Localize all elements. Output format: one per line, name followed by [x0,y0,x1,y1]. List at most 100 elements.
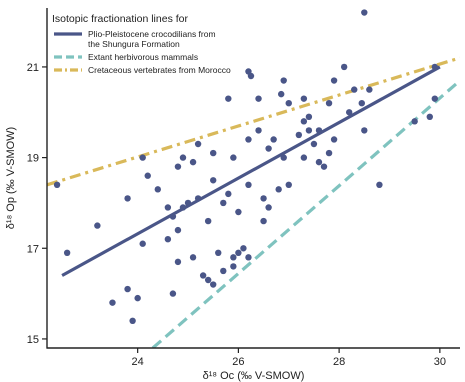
x-tick-label-28: 28 [333,356,345,368]
data-point-29 [295,131,303,139]
data-point-81 [230,263,237,270]
data-point-41 [53,181,61,188]
data-point-60 [275,186,282,193]
data-point-87 [230,254,237,261]
lines-clip-group [47,56,460,348]
data-point-82 [235,249,242,256]
data-point-71 [134,294,141,302]
data-point-32 [310,140,318,148]
data-point-42 [124,195,131,202]
data-point-76 [189,254,197,261]
data-point-23 [230,154,237,161]
y-tick-label-15: 15 [27,334,39,346]
data-point-30 [300,118,308,125]
data-point-15 [305,113,313,121]
axes: 24 26 28 30 15 17 19 21 δ¹⁸ Oc (‰ V-SMOW) δ¹⁸ Op … [5,8,463,382]
data-point-77 [199,272,207,279]
x-tick-label-24: 24 [132,356,144,368]
data-point-85 [260,217,267,225]
data-point-56 [235,208,242,216]
data-point-64 [320,163,328,170]
data-point-14 [285,100,292,107]
data-point-84 [245,254,252,261]
data-point-79 [220,267,227,275]
data-point-65 [376,181,383,188]
data-point-38 [411,118,418,125]
data-point-12 [351,86,358,93]
data-point-3 [247,72,255,80]
data-point-50 [184,199,192,207]
data-point-57 [245,181,252,188]
data-point-62 [300,154,308,161]
data-point-68 [109,299,116,306]
data-point-17 [366,86,373,93]
data-point-40 [426,113,433,121]
data-point-11 [300,95,308,102]
data-point-67 [94,222,101,229]
data-point-21 [194,140,202,148]
data-point-7 [431,63,439,71]
y-tick-label-19: 19 [27,153,39,165]
data-points [53,9,439,324]
legend-label-1-line-2: the Shungura Formation [88,39,180,49]
data-point-74 [169,290,177,297]
data-point-39 [431,95,439,102]
data-point-9 [255,95,262,102]
data-point-66 [63,249,71,256]
fractionation-line-3 [47,56,460,187]
legend-label-1-line-1: Plio-Pleistocene crocodilians from [88,29,216,39]
data-point-10 [278,90,285,98]
x-axis-title: δ¹⁸ Oc (‰ V-SMOW) [203,370,305,382]
data-point-8 [225,95,232,102]
data-point-20 [189,158,197,166]
data-point-28 [280,154,287,161]
data-point-1 [361,9,368,16]
data-point-24 [245,136,252,143]
data-point-26 [265,145,272,152]
data-point-72 [139,240,146,247]
data-point-22 [210,149,217,157]
data-point-25 [255,127,262,134]
data-point-58 [260,195,267,202]
data-point-46 [164,204,172,211]
data-point-4 [280,77,287,84]
data-point-63 [315,158,323,166]
data-point-36 [345,109,353,116]
data-point-35 [330,136,338,143]
data-point-33 [315,127,323,134]
data-point-78 [210,281,217,288]
legend-title: Isotopic fractionation lines for [52,13,188,25]
data-point-80 [215,249,222,256]
x-tick-label-26: 26 [232,356,244,368]
data-point-31 [305,127,313,134]
y-axis-title: δ¹⁸ Op (‰ V-SMOW) [5,127,17,229]
data-point-34 [325,149,333,157]
data-point-18 [174,163,182,170]
fractionation-line-1 [61,65,441,277]
data-point-59 [265,204,272,211]
data-point-47 [169,213,177,220]
fractionation-lines [47,56,460,348]
data-point-51 [194,195,202,202]
data-point-16 [325,100,333,107]
data-point-13 [358,100,365,107]
data-point-83 [240,245,247,252]
data-point-55 [225,190,232,198]
data-point-54 [220,199,227,207]
data-point-53 [210,177,217,184]
legend-label-3: Cretaceous vertebrates from Morocco [88,65,231,75]
data-point-86 [204,276,212,284]
y-tick-label-17: 17 [27,243,39,255]
x-tick-label-30: 30 [434,356,446,368]
data-point-45 [154,186,162,193]
legend-label-2: Extant herbivorous mammals [88,52,198,62]
data-point-70 [129,317,136,324]
y-tick-label-21: 21 [27,62,39,74]
data-point-37 [361,127,368,134]
data-point-5 [330,77,338,84]
data-point-73 [164,236,172,243]
data-point-19 [179,154,187,161]
data-point-75 [174,258,182,266]
data-point-44 [144,172,151,179]
